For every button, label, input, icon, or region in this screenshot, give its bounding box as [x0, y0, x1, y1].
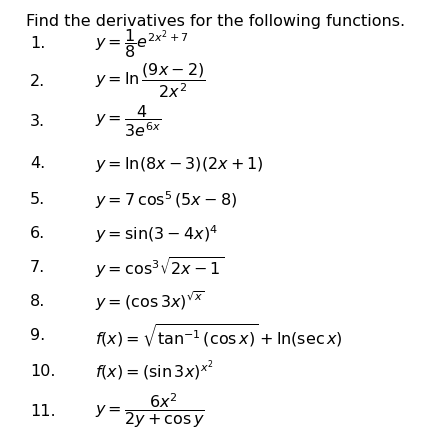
Text: $y = (\cos 3x)^{\sqrt{x}}$: $y = (\cos 3x)^{\sqrt{x}}$: [95, 290, 205, 313]
Text: 7.: 7.: [30, 260, 45, 276]
Text: $y = \dfrac{6x^2}{2y + \cos y}$: $y = \dfrac{6x^2}{2y + \cos y}$: [95, 392, 205, 430]
Text: 6.: 6.: [30, 226, 45, 242]
Text: $y = 7\,\cos^5(5x - 8)$: $y = 7\,\cos^5(5x - 8)$: [95, 189, 237, 211]
Text: 5.: 5.: [30, 193, 45, 208]
Text: 9.: 9.: [30, 328, 45, 344]
Text: 1.: 1.: [30, 37, 45, 51]
Text: 3.: 3.: [30, 113, 45, 129]
Text: 11.: 11.: [30, 403, 56, 419]
Text: $y = \dfrac{4}{3e^{6x}}$: $y = \dfrac{4}{3e^{6x}}$: [95, 103, 162, 139]
Text: 8.: 8.: [30, 293, 45, 309]
Text: $f(x) = \sqrt{\tan^{-1}(\cos x)} + \ln(\sec x)$: $f(x) = \sqrt{\tan^{-1}(\cos x)} + \ln(\…: [95, 323, 343, 350]
Text: 4.: 4.: [30, 157, 45, 171]
Text: $y = \sin(3 - 4x)^4$: $y = \sin(3 - 4x)^4$: [95, 223, 218, 245]
Text: $y = \ln\dfrac{(9x - 2)}{2x^2}$: $y = \ln\dfrac{(9x - 2)}{2x^2}$: [95, 61, 206, 100]
Text: 2.: 2.: [30, 74, 45, 89]
Text: $y = \ln(8x - 3)(2x + 1)$: $y = \ln(8x - 3)(2x + 1)$: [95, 154, 264, 174]
Text: $y = \cos^3\!\sqrt{2x - 1}$: $y = \cos^3\!\sqrt{2x - 1}$: [95, 255, 224, 280]
Text: Find the derivatives for the following functions.: Find the derivatives for the following f…: [26, 14, 406, 29]
Text: 10.: 10.: [30, 364, 55, 378]
Text: $y = \dfrac{1}{8}e^{2x^2+7}$: $y = \dfrac{1}{8}e^{2x^2+7}$: [95, 27, 189, 61]
Text: $f(x) = (\sin 3x)^{x^2}$: $f(x) = (\sin 3x)^{x^2}$: [95, 358, 213, 383]
